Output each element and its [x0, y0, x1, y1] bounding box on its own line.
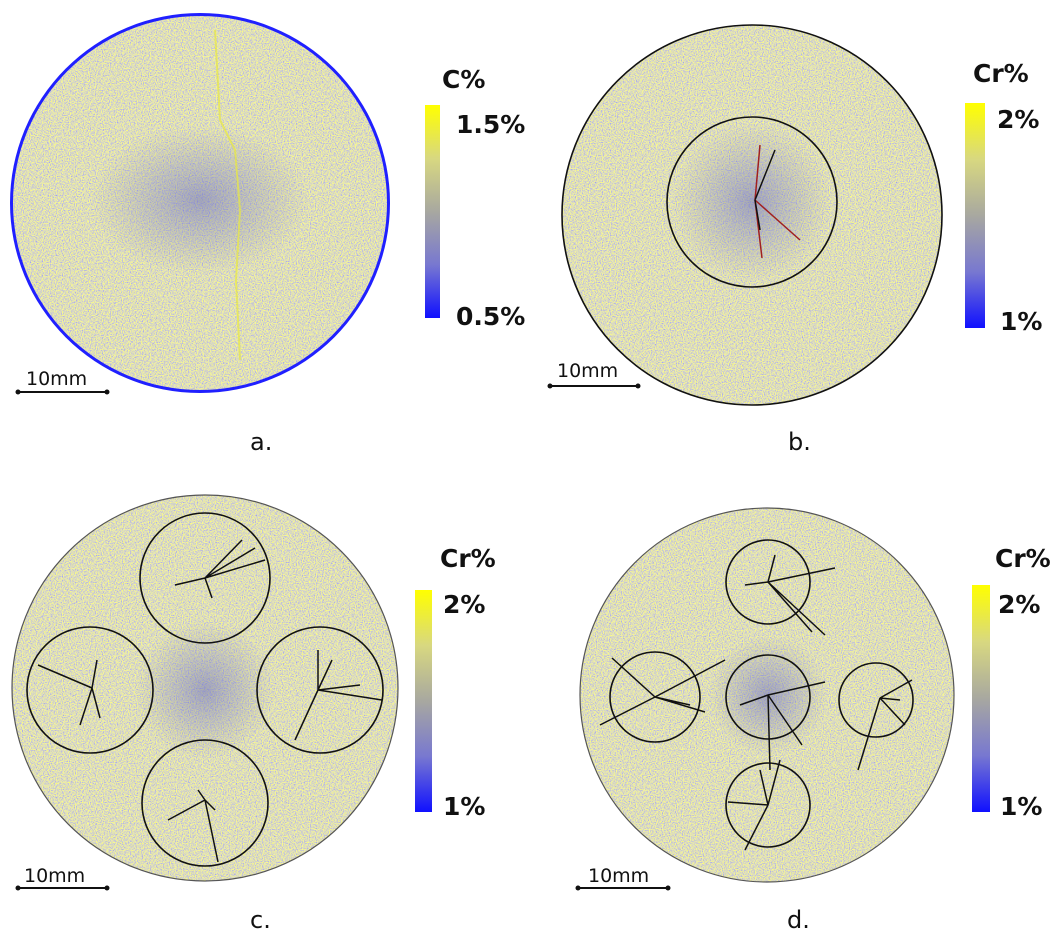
segregation-zone — [672, 122, 832, 282]
scale-label: 10mm — [24, 865, 85, 887]
panel-label: c. — [250, 906, 271, 934]
colorbar-min: 1% — [1000, 307, 1042, 336]
panel-label: b. — [788, 428, 811, 456]
scale-label: 10mm — [557, 360, 618, 382]
scale-end — [576, 886, 581, 891]
colorbar-max: 1.5% — [456, 110, 525, 139]
colorbar-max: 2% — [997, 105, 1039, 134]
colorbar-title: Cr% — [973, 59, 1029, 88]
colorbar — [965, 103, 985, 328]
panel-label: a. — [250, 428, 272, 456]
scale-label: 10mm — [588, 865, 649, 887]
colorbar-max: 2% — [998, 590, 1040, 619]
colorbar — [425, 105, 440, 318]
panel-label: d. — [787, 906, 810, 934]
panel-a: C% 1.5% 0.5% 10mm a. — [10, 13, 525, 456]
colorbar-title: C% — [442, 65, 485, 94]
panel-c: Cr% 2% 1% 10mm c. — [12, 495, 496, 934]
segregation-zone — [90, 125, 310, 275]
colorbar — [415, 590, 432, 812]
scale-label: 10mm — [26, 368, 87, 390]
panel-b: Cr% 2% 1% 10mm b. — [548, 25, 1043, 456]
figure: C% 1.5% 0.5% 10mm a. Cr% 2% 1% 10mm b. — [0, 0, 1053, 935]
scale-end — [548, 384, 553, 389]
colorbar-title: Cr% — [995, 544, 1051, 573]
colorbar-min: 1% — [1000, 792, 1042, 821]
scale-end — [666, 886, 671, 891]
scale-end — [105, 390, 110, 395]
colorbar-min: 0.5% — [456, 302, 525, 331]
colorbar-title: Cr% — [440, 544, 496, 573]
scale-end — [16, 886, 21, 891]
colorbar — [972, 585, 990, 812]
segregation-zone — [135, 620, 275, 760]
colorbar-max: 2% — [443, 590, 485, 619]
scale-end — [636, 384, 641, 389]
scale-end — [105, 886, 110, 891]
panel-d: Cr% 2% 1% 10mm d. — [576, 508, 1051, 934]
colorbar-min: 1% — [443, 792, 485, 821]
scale-end — [16, 390, 21, 395]
